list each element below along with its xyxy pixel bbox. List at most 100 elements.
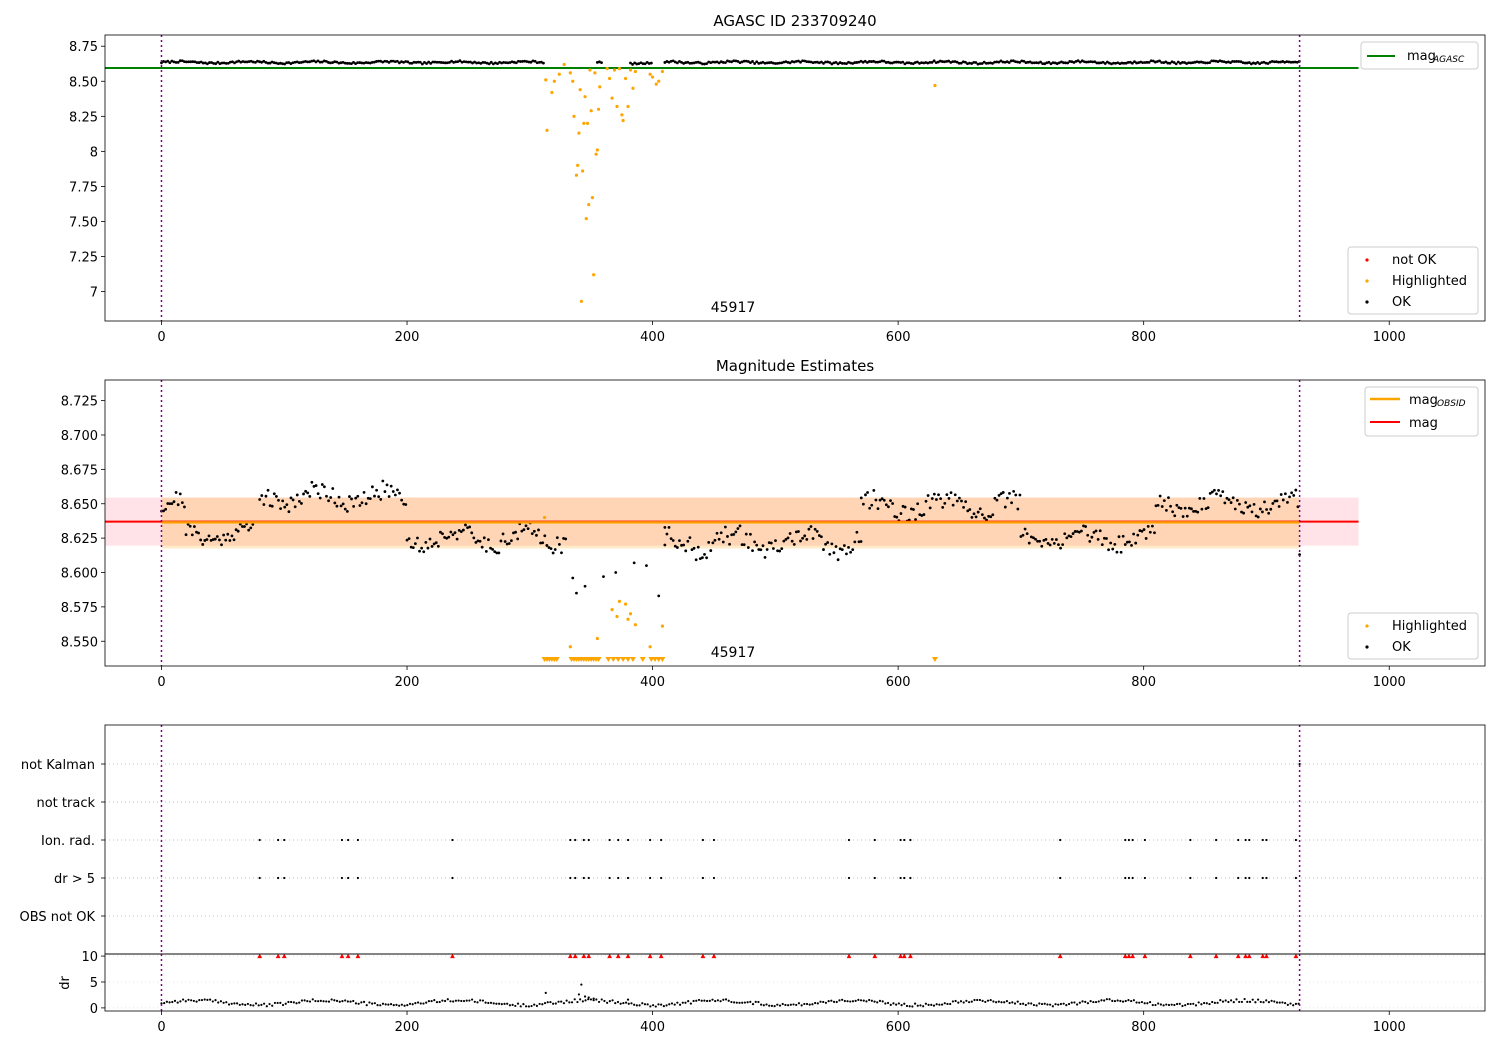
dr-point [171, 1000, 174, 1004]
out-of-range-marker [615, 657, 622, 662]
ok-point [828, 61, 832, 64]
dr-point [206, 998, 209, 1001]
ok-point [383, 59, 387, 63]
ok-point [466, 60, 470, 64]
highlighted-point [612, 68, 617, 72]
ok-point [324, 60, 328, 63]
y-tick-label: 8.550 [61, 635, 98, 650]
ok-point [673, 544, 677, 548]
ok-point [455, 537, 459, 541]
ion-rad-flag-point [346, 838, 350, 842]
ok-point [446, 61, 449, 65]
ok-point [434, 541, 438, 545]
ok-point [1096, 537, 1100, 541]
ok-point [537, 60, 541, 64]
ok-point [285, 61, 289, 65]
ok-point [753, 62, 757, 65]
dr-point [911, 1005, 914, 1008]
dr-point [1165, 1003, 1168, 1006]
ok-point [1250, 510, 1254, 514]
dr-point [916, 1004, 919, 1007]
ok-point [393, 60, 397, 64]
ok-point [383, 490, 387, 493]
dr-point [1178, 1002, 1181, 1005]
ok-point [686, 60, 690, 64]
dr-point [935, 1003, 938, 1006]
ok-point [234, 528, 238, 532]
ok-point [329, 61, 332, 65]
ok-point [471, 61, 474, 65]
ok-point [1215, 492, 1218, 496]
dr-outlier-marker [647, 953, 653, 959]
ok-point [901, 60, 905, 64]
ok-point [721, 61, 725, 64]
y-tick-label: 8.725 [61, 395, 98, 410]
dr-point [1202, 1001, 1206, 1005]
dr-outlier-marker [257, 953, 263, 959]
dr-point [649, 1005, 652, 1008]
dr-outlier-marker [700, 953, 706, 959]
ok-point [876, 60, 880, 64]
dr-outlier-marker [1130, 953, 1136, 959]
ok-point [1019, 535, 1023, 538]
ok-point [922, 513, 926, 516]
dr-point [1294, 1002, 1298, 1005]
ok-point [671, 539, 675, 542]
ok-point [1086, 533, 1090, 537]
ok-point [859, 540, 863, 543]
ok-point [1140, 529, 1144, 533]
ok-point [283, 505, 287, 509]
ok-point [370, 60, 374, 64]
ion-rad-flag-point [660, 838, 663, 842]
highlighted-point [933, 83, 937, 88]
ok-point [430, 544, 434, 548]
highlighted-point [633, 623, 637, 627]
dr-point [870, 999, 873, 1002]
ok-point [489, 546, 492, 550]
highlighted-point [657, 79, 661, 83]
ok-point [730, 533, 734, 537]
ok-point [824, 60, 827, 64]
dr-gt-5-flag-point [451, 876, 454, 880]
dr-point [1019, 1002, 1022, 1006]
dr-point [227, 1003, 231, 1006]
ok-point [226, 61, 230, 65]
ok-point [976, 510, 980, 514]
ok-point [1064, 61, 1067, 65]
ok-point [358, 504, 362, 507]
dr-point [1121, 1000, 1125, 1003]
ok-point [635, 62, 639, 66]
ok-point [1061, 543, 1065, 547]
dr-point [263, 1002, 266, 1005]
ok-point [356, 61, 360, 65]
dr-point [822, 1000, 825, 1004]
ok-point [1289, 60, 1293, 64]
ok-point [840, 548, 844, 552]
ok-point [457, 529, 461, 532]
ok-point [1098, 529, 1102, 533]
ok-point [404, 60, 408, 63]
ok-point [1119, 550, 1123, 554]
dr-point [1135, 1001, 1138, 1004]
dr-point [487, 1001, 490, 1005]
ok-point [736, 60, 740, 63]
highlighted-point [557, 72, 561, 76]
agasc-legend-label: mag [1407, 49, 1436, 64]
dr-point [749, 1000, 752, 1003]
ion-rad-flag-point [1127, 838, 1131, 842]
ok-point [928, 60, 932, 64]
ok-point [205, 538, 209, 541]
dr-point [403, 1004, 406, 1007]
dr-gt-5-flag-point [1059, 876, 1062, 880]
ok-point [347, 61, 351, 65]
dr-point [1211, 1000, 1214, 1004]
ok-point [189, 60, 193, 64]
ok-point [1027, 541, 1031, 545]
ok-point [1115, 550, 1119, 554]
ok-point [1135, 61, 1138, 65]
ok-point [997, 60, 1001, 64]
dr-gt-5-flag-point [903, 876, 906, 880]
ok-point [422, 550, 426, 554]
ok-point [162, 509, 165, 513]
dr-outlier-marker [846, 953, 852, 959]
